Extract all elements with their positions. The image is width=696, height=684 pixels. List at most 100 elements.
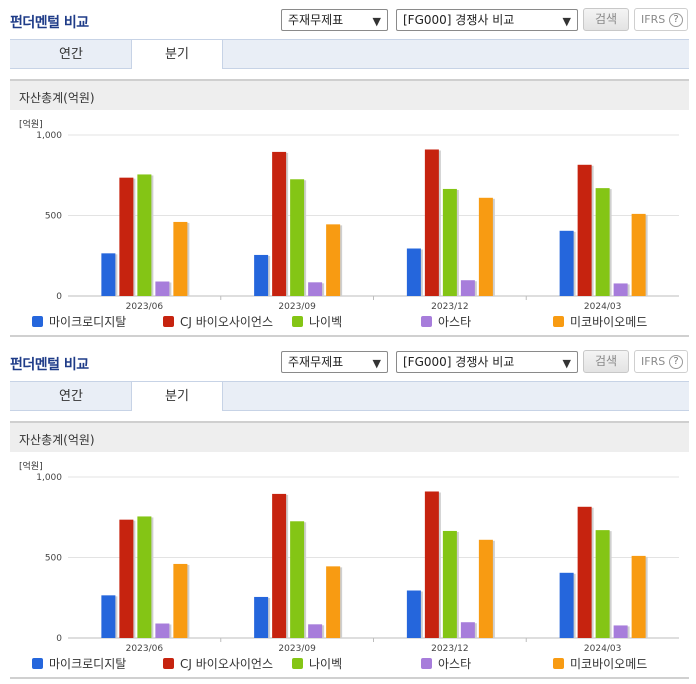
tab-annual[interactable]: 연간 [59, 47, 83, 62]
tab-quarterly[interactable]: 분기 [131, 381, 223, 411]
ifrs-label: IFRS [641, 355, 666, 368]
bar[interactable] [326, 566, 341, 638]
chart-container: 자산총계(억원) [억원] 0 500 1,000 2023/06 2023/09 202… [10, 421, 689, 679]
bar[interactable] [613, 283, 628, 296]
bar[interactable] [406, 590, 421, 638]
bar[interactable] [290, 521, 305, 638]
bar[interactable] [559, 230, 574, 296]
bar[interactable] [173, 563, 188, 638]
bar[interactable] [308, 282, 323, 296]
statement-select-value: 주재무제표 [288, 355, 344, 369]
bar[interactable] [326, 224, 341, 296]
legend-label: 나이벡 [309, 315, 343, 329]
tab-quarterly[interactable]: 분기 [131, 39, 223, 69]
bar[interactable] [460, 622, 475, 638]
bar[interactable] [424, 491, 439, 638]
chart-header: 자산총계(억원) [10, 79, 689, 110]
chevron-down-icon: ▼ [562, 15, 571, 28]
legend-item[interactable]: CJ 바이오사이언스 [163, 313, 273, 329]
legend-item[interactable]: 미코바이오메드 [553, 655, 647, 671]
bar[interactable] [595, 530, 610, 638]
y-unit-label: [억원] [19, 462, 43, 472]
bar[interactable] [119, 519, 134, 638]
compare-select-value: [FG000] 경쟁사 비교 [403, 355, 515, 369]
legend-swatch [553, 658, 564, 669]
legend-label: 미코바이오메드 [570, 315, 648, 329]
bar[interactable] [613, 625, 628, 638]
bar[interactable] [631, 555, 646, 638]
statement-select[interactable]: 주재무제표 ▼ [281, 9, 388, 31]
x-tick-label: 2023/12 [431, 302, 468, 312]
legend-swatch [421, 316, 432, 327]
ifrs-help-button[interactable]: IFRS ? [634, 8, 688, 31]
search-button[interactable]: 검색 [583, 350, 629, 373]
legend-label: 아스타 [438, 315, 472, 329]
compare-select[interactable]: [FG000] 경쟁사 비교 ▼ [396, 351, 578, 373]
chevron-down-icon: ▼ [372, 15, 381, 28]
bar-chart: 0 500 1,000 2023/06 2023/09 2023/12 2024/03 [36, 131, 679, 312]
chart-legend: 마이크로디지탈 CJ 바이오사이언스 나이벡 아스타 미코바이오메드 [10, 655, 689, 673]
legend-label: CJ 바이오사이언스 [180, 315, 274, 329]
bar[interactable] [424, 149, 439, 296]
bar[interactable] [442, 530, 457, 638]
bar[interactable] [460, 280, 475, 296]
bar[interactable] [254, 596, 269, 638]
help-icon: ? [669, 13, 683, 27]
legend-item[interactable]: 마이크로디지탈 [32, 313, 126, 329]
bar[interactable] [173, 221, 188, 296]
legend-label: CJ 바이오사이언스 [180, 657, 274, 671]
legend-label: 미코바이오메드 [570, 657, 648, 671]
bar[interactable] [254, 254, 269, 296]
legend-item[interactable]: 마이크로디지탈 [32, 655, 126, 671]
y-tick-label: 1,000 [36, 131, 62, 141]
bar[interactable] [442, 188, 457, 296]
legend-item[interactable]: 아스타 [421, 313, 471, 329]
bar[interactable] [272, 151, 287, 296]
bar[interactable] [101, 595, 116, 638]
bar[interactable] [577, 164, 592, 296]
legend-item[interactable]: CJ 바이오사이언스 [163, 655, 273, 671]
chart-header: 자산총계(억원) [10, 421, 689, 452]
x-tick-label: 2024/03 [584, 302, 621, 312]
bar[interactable] [119, 177, 134, 296]
legend-swatch [32, 316, 43, 327]
chart-legend: 마이크로디지탈 CJ 바이오사이언스 나이벡 아스타 미코바이오메드 [10, 313, 689, 331]
panel-title: 펀더멘털 비교 [10, 15, 89, 31]
bar-chart: 0 500 1,000 2023/06 2023/09 2023/12 2024/03 [36, 473, 679, 654]
help-icon: ? [669, 355, 683, 369]
bar[interactable] [478, 539, 493, 638]
bar[interactable] [308, 624, 323, 638]
legend-item[interactable]: 아스타 [421, 655, 471, 671]
search-button[interactable]: 검색 [583, 8, 629, 31]
bar[interactable] [631, 213, 646, 296]
bar[interactable] [272, 493, 287, 638]
bar[interactable] [559, 572, 574, 638]
legend-item[interactable]: 나이벡 [292, 313, 342, 329]
y-tick-label: 0 [56, 634, 62, 644]
y-tick-label: 500 [45, 554, 62, 564]
tab-annual[interactable]: 연간 [59, 389, 83, 404]
bar[interactable] [155, 281, 170, 296]
legend-label: 마이크로디지탈 [49, 315, 127, 329]
legend-item[interactable]: 나이벡 [292, 655, 342, 671]
legend-swatch [421, 658, 432, 669]
compare-select-value: [FG000] 경쟁사 비교 [403, 13, 515, 27]
statement-select[interactable]: 주재무제표 ▼ [281, 351, 388, 373]
legend-item[interactable]: 미코바이오메드 [553, 313, 647, 329]
bar[interactable] [155, 623, 170, 638]
x-tick-label: 2023/06 [126, 302, 164, 312]
bar[interactable] [478, 197, 493, 296]
bar[interactable] [137, 516, 152, 638]
compare-select[interactable]: [FG000] 경쟁사 비교 ▼ [396, 9, 578, 31]
bar[interactable] [290, 179, 305, 296]
bar[interactable] [577, 506, 592, 638]
ifrs-label: IFRS [641, 13, 666, 26]
chevron-down-icon: ▼ [372, 357, 381, 370]
ifrs-help-button[interactable]: IFRS ? [634, 350, 688, 373]
chart-container: 자산총계(억원) [억원] 0 500 1,000 2023/06 2023/09 202… [10, 79, 689, 337]
y-tick-label: 0 [56, 292, 62, 302]
bar[interactable] [595, 188, 610, 296]
bar[interactable] [406, 248, 421, 296]
bar[interactable] [101, 253, 116, 296]
bar[interactable] [137, 174, 152, 296]
